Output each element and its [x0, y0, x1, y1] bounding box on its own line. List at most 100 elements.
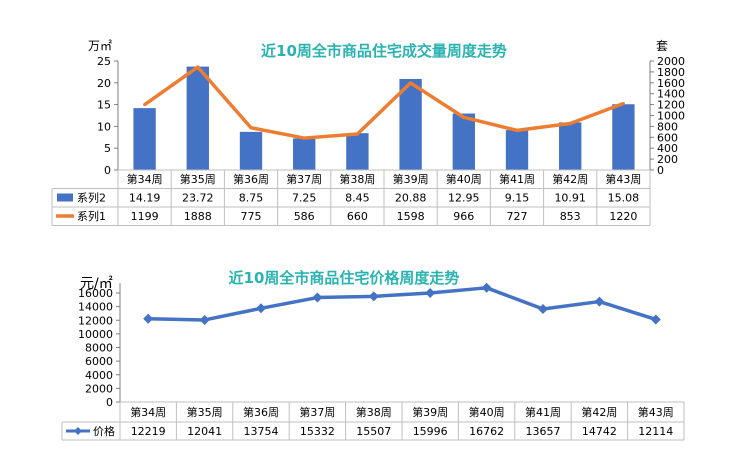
bar-第36周 — [239, 131, 263, 170]
right-tick-label: 2000 — [657, 55, 685, 68]
table-cell: 20.88 — [395, 192, 427, 205]
table-cell: 775 — [241, 210, 262, 223]
table-cell: 1598 — [397, 210, 425, 223]
x-tick-label: 第43周 — [638, 405, 674, 419]
series-line-系列1 — [143, 65, 625, 140]
table-cell: 12114 — [638, 425, 673, 438]
line-point-第42周 — [568, 122, 572, 126]
left-tick-label: 25 — [97, 55, 111, 68]
table-cell: 16762 — [469, 425, 504, 438]
bar-第39周 — [399, 78, 422, 170]
table-cell: 13657 — [526, 425, 561, 438]
x-tick-label: 第36周 — [243, 405, 279, 419]
x-tick-label: 第40周 — [446, 172, 482, 186]
series-line-价格 — [148, 286, 657, 322]
line-point-第38周 — [355, 132, 359, 136]
table-cell: 1220 — [609, 210, 637, 223]
x-tick-label: 第34周 — [130, 405, 166, 419]
left-tick-label: 4000 — [85, 369, 113, 382]
left-tick-label: 16000 — [78, 287, 113, 300]
line-point-第34周 — [143, 313, 154, 324]
line-point-第42周 — [594, 296, 605, 307]
legend-marker-icon — [74, 427, 82, 435]
table-cell: 14.19 — [129, 192, 161, 205]
bar-第35周 — [186, 66, 209, 170]
x-tick-label: 第37周 — [299, 405, 335, 419]
table-cell: 966 — [453, 210, 474, 223]
line-point-第41周 — [538, 303, 548, 314]
table-cell: 8.75 — [239, 192, 264, 205]
x-tick-label: 第39周 — [393, 172, 429, 186]
x-tick-label: 第35周 — [180, 172, 216, 186]
x-tick-label: 第43周 — [605, 172, 641, 186]
left-tick-label: 10000 — [78, 328, 113, 341]
table-cell: 13754 — [244, 425, 279, 438]
line-point-第41周 — [515, 128, 519, 132]
chart-title: 近10周全市商品住宅价格周度走势 — [229, 269, 460, 287]
right-tick-label: 1600 — [657, 77, 685, 90]
x-tick-label: 第42周 — [552, 172, 588, 186]
left-axis-unit: 万㎡ — [88, 39, 112, 53]
legend-label: 系列2 — [77, 191, 106, 205]
table-cell: 1199 — [131, 210, 159, 223]
table-cell: 23.72 — [182, 192, 214, 205]
right-tick-label: 0 — [657, 164, 664, 177]
table-cell: 8.45 — [345, 192, 370, 205]
table-cell: 9.15 — [505, 192, 530, 205]
left-tick-label: 6000 — [85, 355, 113, 368]
line-point-第35周 — [196, 65, 200, 69]
line-point-第39周 — [425, 288, 436, 299]
bar-第34周 — [133, 108, 156, 170]
table-cell: 12.95 — [448, 192, 480, 205]
bar-第38周 — [346, 133, 369, 170]
bar-第40周 — [452, 113, 475, 170]
table-cell: 15332 — [300, 425, 335, 438]
line-point-第39周 — [409, 81, 413, 85]
legend-label: 价格 — [93, 424, 115, 438]
table-cell: 7.25 — [292, 192, 317, 205]
right-tick-label: 1000 — [657, 110, 685, 123]
x-tick-label: 第37周 — [286, 172, 322, 186]
table-cell: 14742 — [582, 425, 617, 438]
right-tick-label: 400 — [657, 142, 678, 155]
line-point-第43周 — [621, 102, 625, 106]
price-chart: 近10周全市商品住宅价格周度走势 元/㎡ 020004000600080001000… — [61, 269, 685, 441]
line-point-第37周 — [302, 136, 306, 140]
bar-第37周 — [293, 138, 316, 170]
x-tick-label: 第38周 — [339, 172, 375, 186]
chart-title: 近10周全市商品住宅成交量周度走势 — [261, 42, 507, 60]
left-tick-label: 14000 — [78, 301, 113, 314]
right-tick-label: 800 — [657, 120, 678, 133]
table-cell: 12041 — [187, 425, 222, 438]
line-point-第40周 — [481, 282, 492, 293]
x-tick-label: 第41周 — [525, 405, 561, 419]
x-tick-label: 第39周 — [412, 405, 448, 419]
x-tick-label: 第42周 — [581, 405, 617, 419]
x-tick-label: 第40周 — [469, 405, 505, 419]
table-cell: 12219 — [131, 425, 166, 438]
bar-第42周 — [559, 122, 582, 170]
line-point-第34周 — [143, 103, 147, 107]
bar-第41周 — [505, 130, 529, 170]
line-point-第36周 — [249, 126, 253, 130]
x-tick-label: 第36周 — [233, 172, 269, 186]
left-tick-label: 0 — [106, 396, 113, 409]
left-tick-label: 15 — [97, 99, 111, 112]
line-point-第36周 — [256, 303, 266, 314]
left-tick-label: 2000 — [85, 382, 113, 395]
table-cell: 660 — [347, 210, 368, 223]
table-cell: 586 — [294, 210, 315, 223]
table-cell: 15996 — [413, 425, 448, 438]
right-tick-label: 1800 — [657, 66, 685, 79]
line-point-第40周 — [462, 115, 466, 119]
right-axis-unit: 套 — [656, 39, 668, 53]
left-tick-label: 12000 — [78, 314, 113, 327]
right-tick-label: 200 — [657, 153, 678, 166]
left-axis-unit: 元/㎡ — [80, 276, 113, 292]
table-cell: 1888 — [184, 210, 212, 223]
line-point-第35周 — [199, 314, 210, 325]
legend-key-系列2 — [57, 193, 73, 202]
right-tick-label: 1200 — [657, 99, 685, 112]
x-tick-label: 第38周 — [356, 405, 392, 419]
